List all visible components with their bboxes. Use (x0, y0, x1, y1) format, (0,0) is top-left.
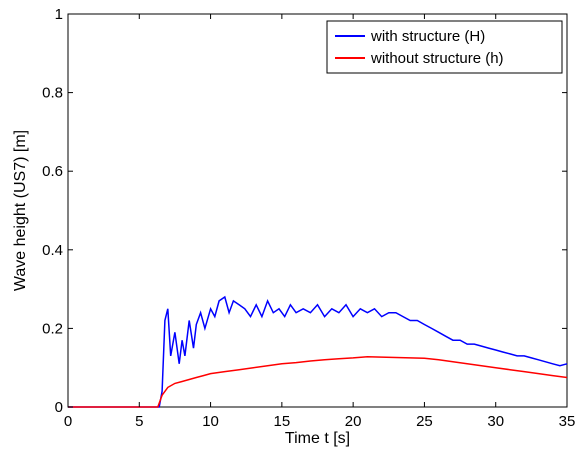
x-tick-label: 30 (487, 413, 504, 430)
plot-area (67, 13, 568, 408)
y-tick-label: 0.2 (42, 320, 63, 337)
x-tick-label: 35 (559, 413, 576, 430)
x-tick-label: 0 (64, 413, 72, 430)
y-tick-label: 0.8 (42, 85, 63, 102)
x-tick-label: 25 (416, 413, 433, 430)
legend-label-with-structure: with structure (H) (370, 28, 485, 45)
x-tick-label: 10 (202, 413, 219, 430)
series-layer (68, 295, 568, 408)
legend-box (326, 20, 563, 74)
y-axis-label: Wave height (US7) [m] (12, 130, 29, 291)
legend-label-without-structure: without structure (h) (370, 50, 504, 67)
x-tick-label: 20 (345, 413, 362, 430)
series-line-without-structure (68, 355, 568, 408)
axis-ticks: 0 5 10 15 20 25 30 35 0 0.2 0.4 0.6 0.8 1 (42, 6, 575, 430)
y-tick-label: 0.4 (42, 242, 63, 259)
y-tick-label: 0.6 (42, 163, 63, 180)
y-tick-label: 0 (55, 399, 63, 416)
x-tick-label: 5 (135, 413, 143, 430)
x-axis-label: Time t [s] (285, 430, 350, 447)
series-line-with-structure (68, 295, 568, 408)
legend: with structure (H) without structure (h) (326, 20, 563, 74)
x-tick-label: 15 (274, 413, 291, 430)
y-tick-label: 1 (55, 6, 63, 23)
